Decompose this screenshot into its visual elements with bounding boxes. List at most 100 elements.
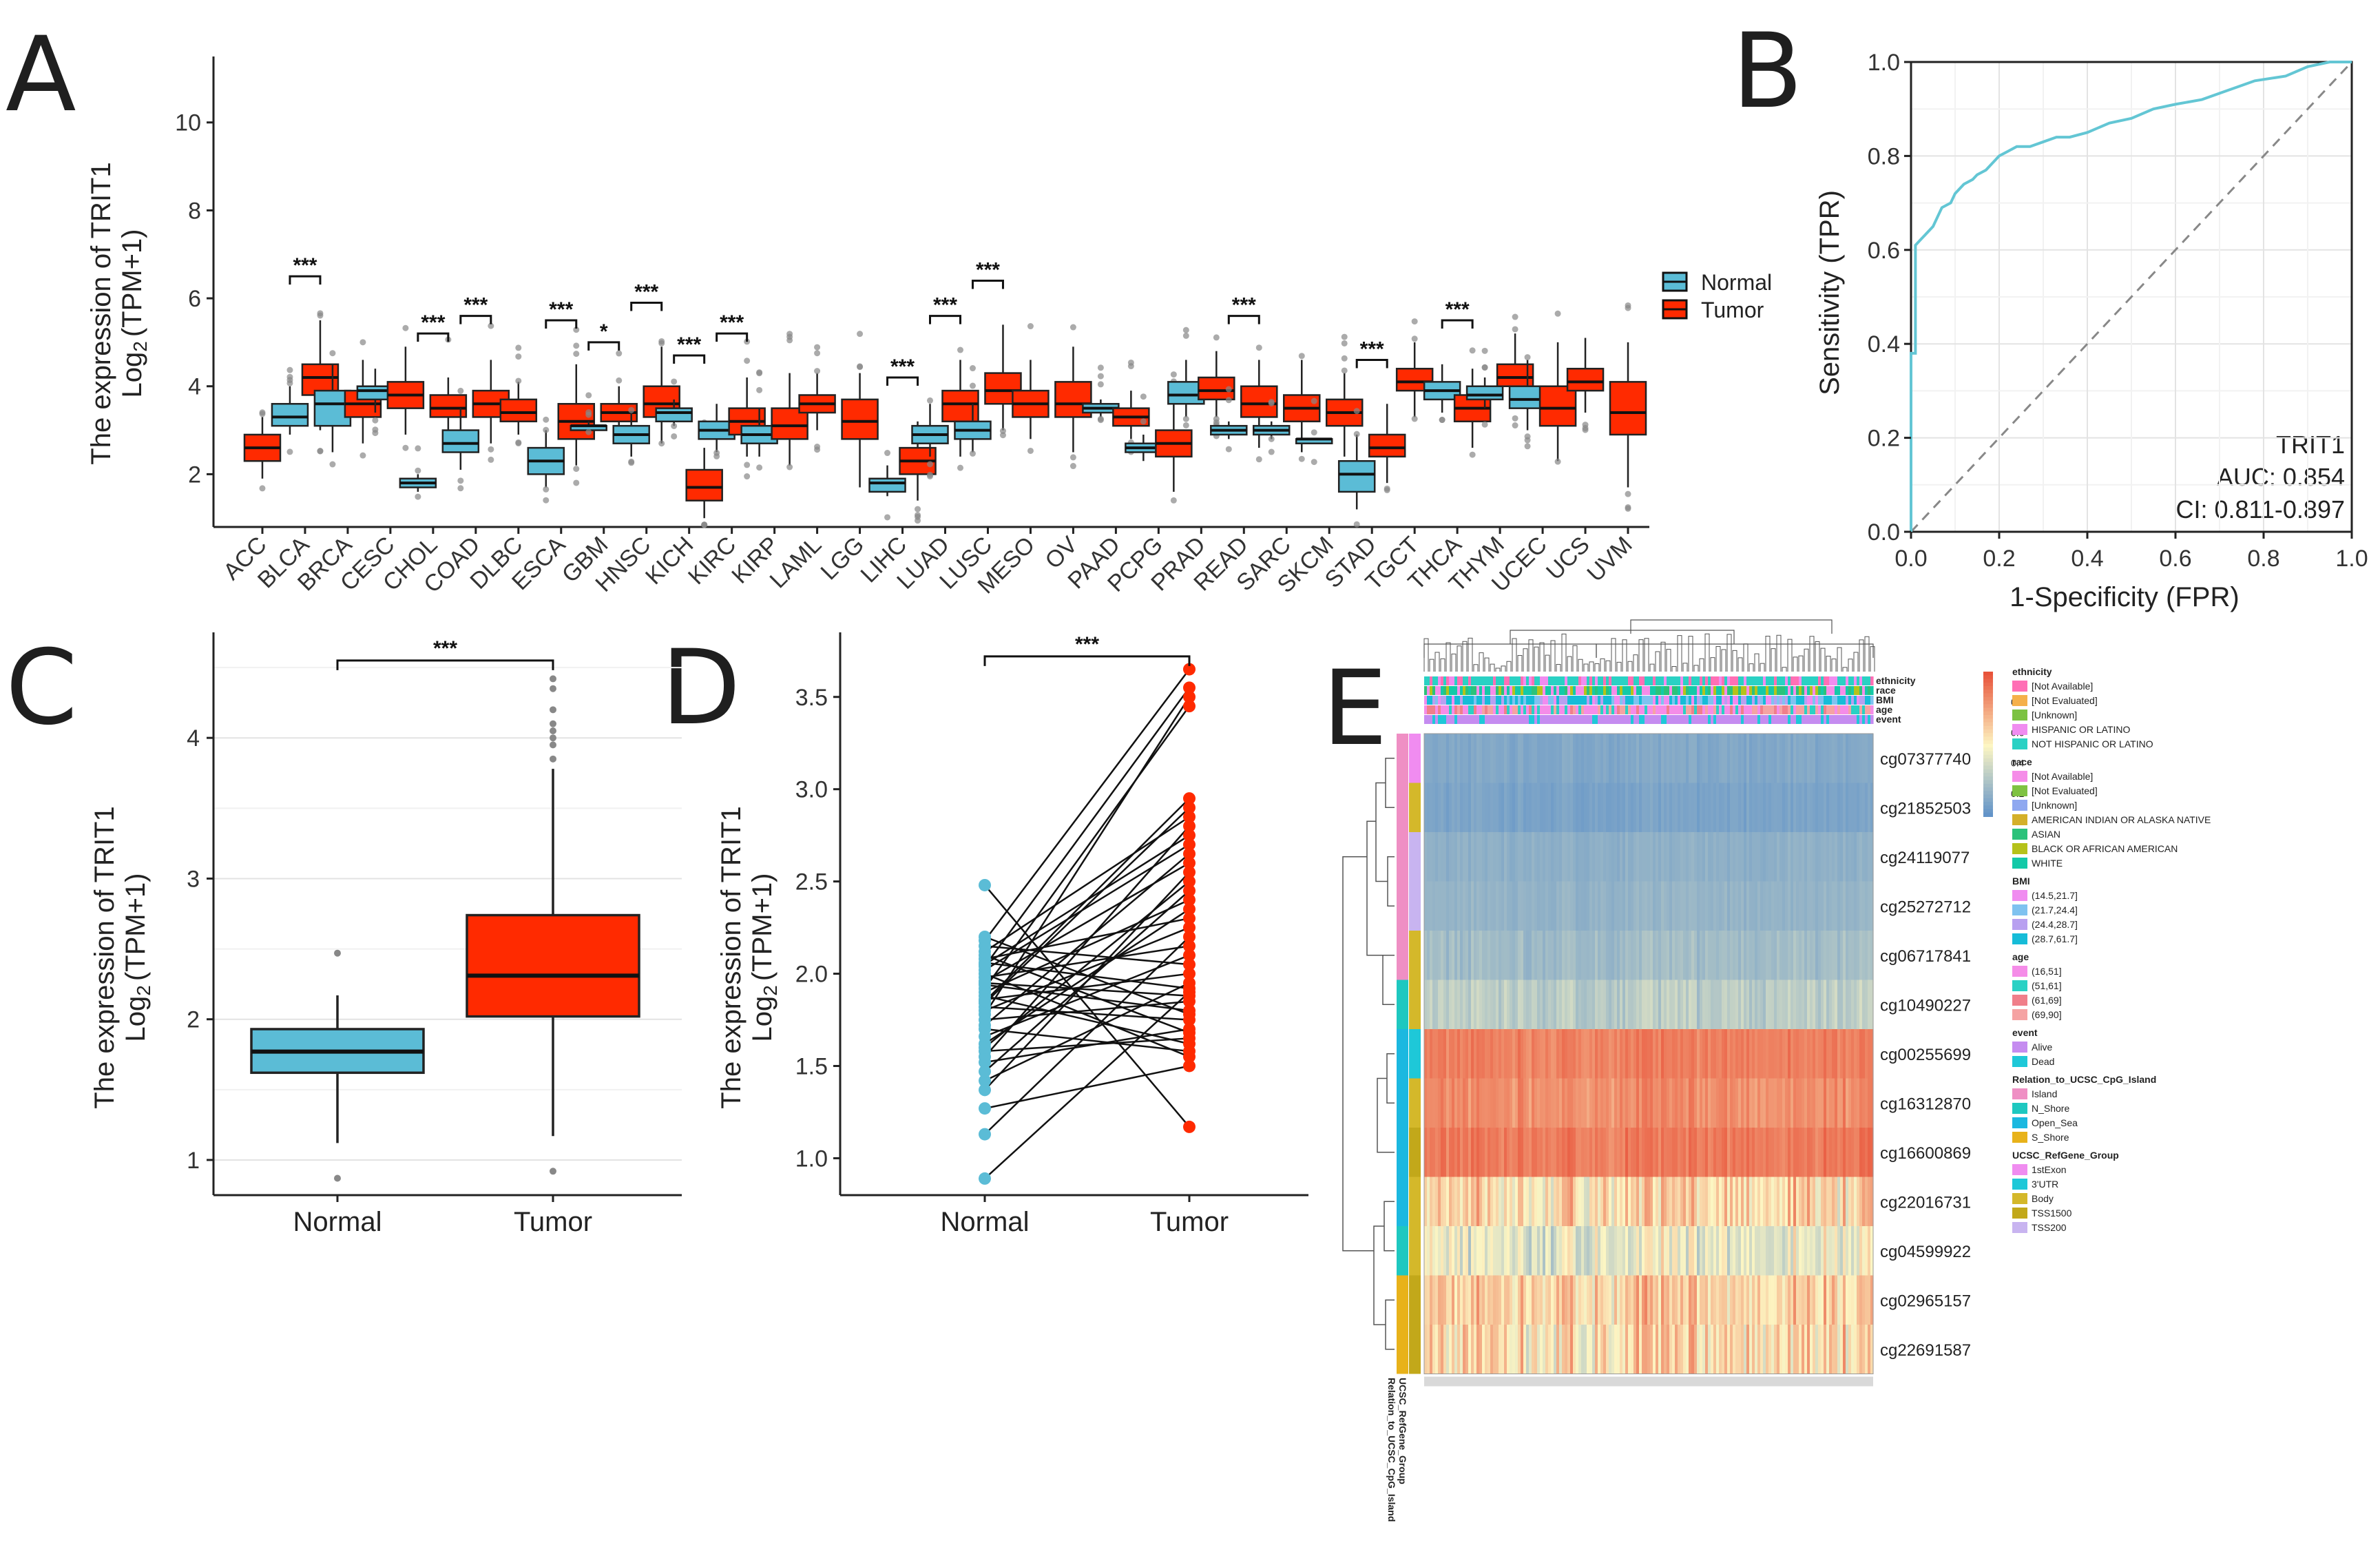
annot-track-cell (1592, 705, 1596, 714)
heat-cell (1664, 1325, 1667, 1374)
heat-cell (1460, 980, 1463, 1029)
annot-track-label: age (1876, 704, 1892, 715)
heat-cell (1551, 1226, 1554, 1276)
annot-track-cell (1730, 686, 1733, 695)
heat-cell (1556, 1078, 1560, 1128)
probe-label: cg21852503 (1880, 799, 1971, 818)
d-sig-bracket (983, 655, 1191, 666)
col-dendro (1771, 648, 1776, 672)
legend-group-title: BMI (2012, 876, 2030, 887)
heat-cell (1476, 1078, 1480, 1128)
annot-track-cell (1510, 676, 1513, 685)
annot-track-cell (1669, 686, 1673, 695)
heat-cell (1622, 1078, 1626, 1128)
heat-cell (1523, 832, 1527, 882)
annot-track-cell (1485, 696, 1488, 705)
heat-cell (1645, 980, 1648, 1029)
annot-track-cell (1611, 696, 1615, 705)
panel-c-ylabel-line1: The expression of TRIT1 (90, 806, 120, 1108)
heat-cell (1799, 1029, 1802, 1079)
colorbar-segment (1983, 733, 1993, 738)
heat-cell (1843, 1029, 1846, 1079)
heat-cell (1821, 783, 1824, 832)
heat-cell (1664, 931, 1667, 980)
heat-cell (1672, 832, 1676, 882)
heat-cell (1488, 931, 1491, 980)
heat-cell (1441, 832, 1444, 882)
heat-cell (1854, 832, 1857, 882)
a-thca-normal-outlier (1439, 417, 1445, 424)
heat-cell (1832, 931, 1835, 980)
heat-cell (1611, 980, 1615, 1029)
heat-cell (1570, 734, 1574, 783)
heat-cell (1443, 980, 1447, 1029)
heat-cell (1713, 1078, 1717, 1128)
row-annot-refgene (1409, 1029, 1421, 1079)
heat-cell (1669, 980, 1673, 1029)
heat-cell (1584, 980, 1587, 1029)
legend-item-label: N_Shore (2032, 1103, 2069, 1114)
heat-cell (1645, 1128, 1648, 1177)
heat-cell (1570, 881, 1574, 931)
heat-cell (1851, 980, 1855, 1029)
heat-cell (1578, 931, 1582, 980)
annot-track-cell (1680, 676, 1684, 685)
annot-track-cell (1779, 676, 1783, 685)
heat-cell (1432, 1226, 1436, 1276)
heat-cell (1835, 1128, 1838, 1177)
heat-cell (1499, 881, 1502, 931)
heat-cell (1669, 1128, 1673, 1177)
heat-cell (1746, 1275, 1750, 1325)
legend-item-label: Body (2032, 1193, 2054, 1204)
annot-track-cell (1793, 715, 1797, 724)
a-sig-label: *** (634, 280, 658, 303)
heat-cell (1589, 734, 1593, 783)
heat-cell (1625, 1275, 1629, 1325)
annot-track-cell (1543, 705, 1546, 714)
heat-cell (1829, 1177, 1833, 1226)
heat-cell (1689, 931, 1692, 980)
heat-cell (1713, 980, 1717, 1029)
heat-cell (1779, 931, 1783, 980)
heat-cell (1862, 832, 1866, 882)
col-dendro (1699, 658, 1704, 672)
heat-cell (1570, 1325, 1574, 1374)
heat-cell (1716, 881, 1720, 931)
heat-cell (1529, 783, 1532, 832)
annot-track-cell (1636, 676, 1640, 685)
annot-track-cell (1636, 686, 1640, 695)
heat-cell (1620, 1078, 1623, 1128)
heat-cell (1859, 1226, 1863, 1276)
annot-track-cell (1430, 696, 1433, 705)
heat-cell (1799, 1177, 1802, 1226)
heat-cell (1465, 1078, 1469, 1128)
col-dendro (1782, 667, 1787, 672)
annot-track-cell (1529, 705, 1532, 714)
heat-cell (1680, 1128, 1684, 1177)
a-thca-tumor-outlier (1469, 347, 1476, 354)
heat-cell (1609, 1325, 1612, 1374)
annot-track-cell (1449, 676, 1452, 685)
heat-cell (1846, 734, 1849, 783)
annot-track-cell (1722, 715, 1725, 724)
annot-track-cell (1490, 705, 1494, 714)
heat-cell (1534, 1275, 1538, 1325)
heat-cell (1730, 931, 1733, 980)
col-dendro (1434, 652, 1440, 672)
heat-cell (1430, 931, 1433, 980)
heat-cell (1837, 881, 1841, 931)
heat-cell (1507, 1078, 1510, 1128)
heat-cell (1691, 1325, 1695, 1374)
a-kirc-tumor-outlier (744, 358, 751, 364)
heat-cell (1589, 832, 1593, 882)
heat-cell (1738, 832, 1742, 882)
annot-track-cell (1595, 676, 1598, 685)
heat-cell (1556, 832, 1560, 882)
heat-cell (1672, 1275, 1676, 1325)
heat-cell (1482, 783, 1485, 832)
heat-cell (1537, 1078, 1541, 1128)
legend-item-label: TSS1500 (2032, 1208, 2072, 1219)
heat-cell (1589, 1128, 1593, 1177)
heat-cell (1675, 1078, 1678, 1128)
heat-cell (1741, 832, 1744, 882)
